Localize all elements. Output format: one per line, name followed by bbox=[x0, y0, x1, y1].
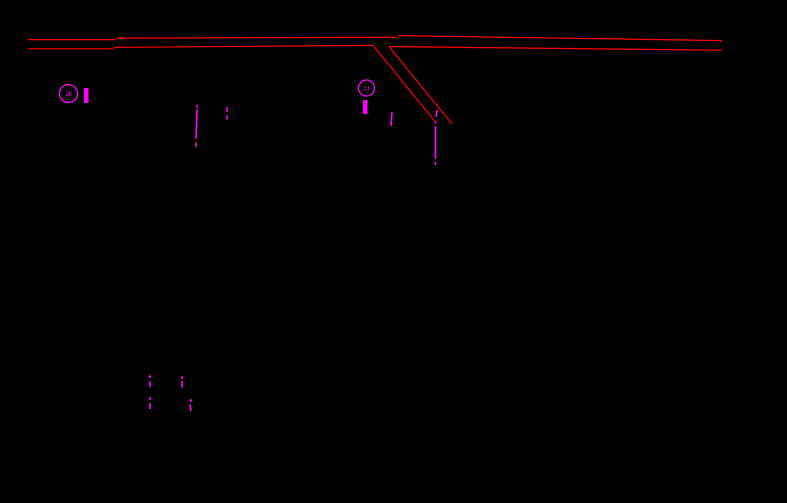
annotation-bar bbox=[363, 100, 368, 114]
road-edge-segment bbox=[372, 45, 436, 123]
annotation-line bbox=[195, 109, 198, 140]
tick-dot bbox=[180, 376, 184, 379]
survey-circle bbox=[357, 79, 376, 97]
tick-dot bbox=[189, 399, 193, 402]
survey-circle bbox=[58, 83, 79, 104]
survey-circle-glyph: 2k bbox=[65, 90, 72, 98]
road-edge-segment bbox=[115, 36, 398, 39]
annotation-marks: 2k 1) bbox=[58, 79, 438, 412]
road-edge-segment bbox=[113, 44, 374, 48]
tick-dash bbox=[189, 404, 192, 412]
tick-dot bbox=[148, 397, 152, 400]
road-edge-segment bbox=[397, 35, 723, 42]
survey-circle-glyph: 1) bbox=[363, 84, 370, 92]
road-edge-segment bbox=[388, 46, 723, 51]
tick-dot bbox=[148, 375, 152, 378]
road-lines bbox=[28, 35, 723, 125]
annotation-bar bbox=[84, 88, 89, 103]
annotation-line bbox=[435, 109, 438, 118]
road-edge-segment bbox=[388, 46, 453, 125]
annotation-line bbox=[390, 111, 393, 127]
